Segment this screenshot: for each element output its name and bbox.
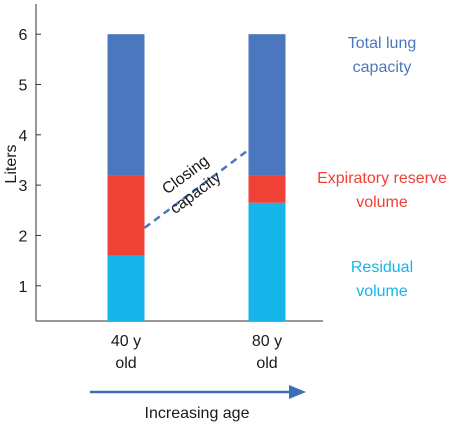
legend-total-line2: capacity bbox=[353, 59, 412, 76]
bar-residual-1 bbox=[107, 255, 145, 321]
y-tick-label: 2 bbox=[19, 228, 28, 245]
legend-residual-line2: volume bbox=[356, 283, 408, 300]
legend-total-line1: Total lung bbox=[348, 35, 417, 52]
legend-expiratory-line1: Expiratory reserve bbox=[317, 170, 447, 187]
y-tick-label: 6 bbox=[19, 27, 28, 44]
age-arrow-head-icon bbox=[289, 385, 306, 399]
bar-expiratory-1 bbox=[107, 175, 145, 256]
bar-expiratory-2 bbox=[248, 175, 286, 203]
category-label-2-line1: 80 y bbox=[252, 333, 282, 350]
category-label-1-line2: old bbox=[115, 355, 136, 372]
bar-total-2 bbox=[248, 34, 286, 176]
y-tick-label: 1 bbox=[19, 279, 28, 296]
closing-capacity-line bbox=[143, 148, 250, 229]
bar-total-1 bbox=[107, 34, 145, 176]
bar-residual-2 bbox=[248, 202, 286, 321]
legend-residual-line1: Residual bbox=[351, 259, 413, 276]
category-label-2-line2: old bbox=[256, 355, 277, 372]
legend: Residual volume Expiratory reserve volume To… bbox=[317, 35, 447, 300]
legend-expiratory-line2: volume bbox=[356, 194, 408, 211]
y-axis-label: Liters bbox=[3, 144, 20, 183]
y-tick-label: 5 bbox=[19, 78, 28, 95]
category-label-1-line1: 40 y bbox=[111, 333, 141, 350]
x-axis-label: Increasing age bbox=[145, 405, 250, 422]
x-axis: 40 y old 80 y old Increasing age bbox=[90, 333, 306, 422]
y-tick-label: 4 bbox=[19, 128, 28, 145]
y-axis: 1 2 3 4 5 6 Liters bbox=[3, 4, 323, 322]
y-tick-label: 3 bbox=[19, 178, 28, 195]
bars bbox=[107, 34, 286, 321]
